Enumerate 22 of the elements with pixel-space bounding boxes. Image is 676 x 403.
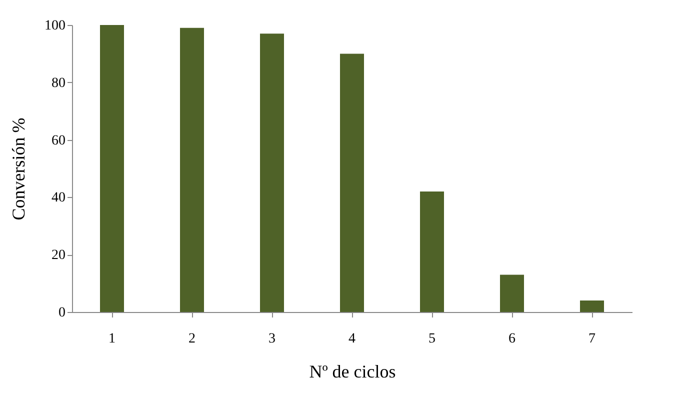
x-tick-label: 1	[108, 332, 116, 346]
x-tick-label: 6	[508, 332, 516, 346]
bar	[420, 191, 444, 312]
bar	[580, 300, 604, 312]
bar	[180, 28, 204, 312]
x-tick-label: 7	[588, 332, 596, 346]
y-tick-label: 60	[52, 133, 66, 148]
x-tick-label: 4	[348, 332, 356, 346]
x-tick-label: 2	[188, 332, 196, 346]
y-tick-label: 80	[52, 76, 66, 91]
x-tick-label: 3	[268, 332, 276, 346]
x-tick-label: 5	[428, 332, 436, 346]
y-axis-title: Conversión %	[8, 118, 28, 220]
bar	[260, 34, 284, 312]
y-tick-label: 20	[52, 248, 66, 264]
bar	[500, 274, 524, 312]
x-axis-title: Nº de ciclos	[309, 362, 396, 382]
y-tick-label: 40	[52, 190, 66, 206]
y-tick-label: 0	[58, 306, 66, 320]
bar	[100, 25, 124, 312]
y-tick-label: 100	[44, 18, 66, 34]
bar	[340, 54, 364, 312]
